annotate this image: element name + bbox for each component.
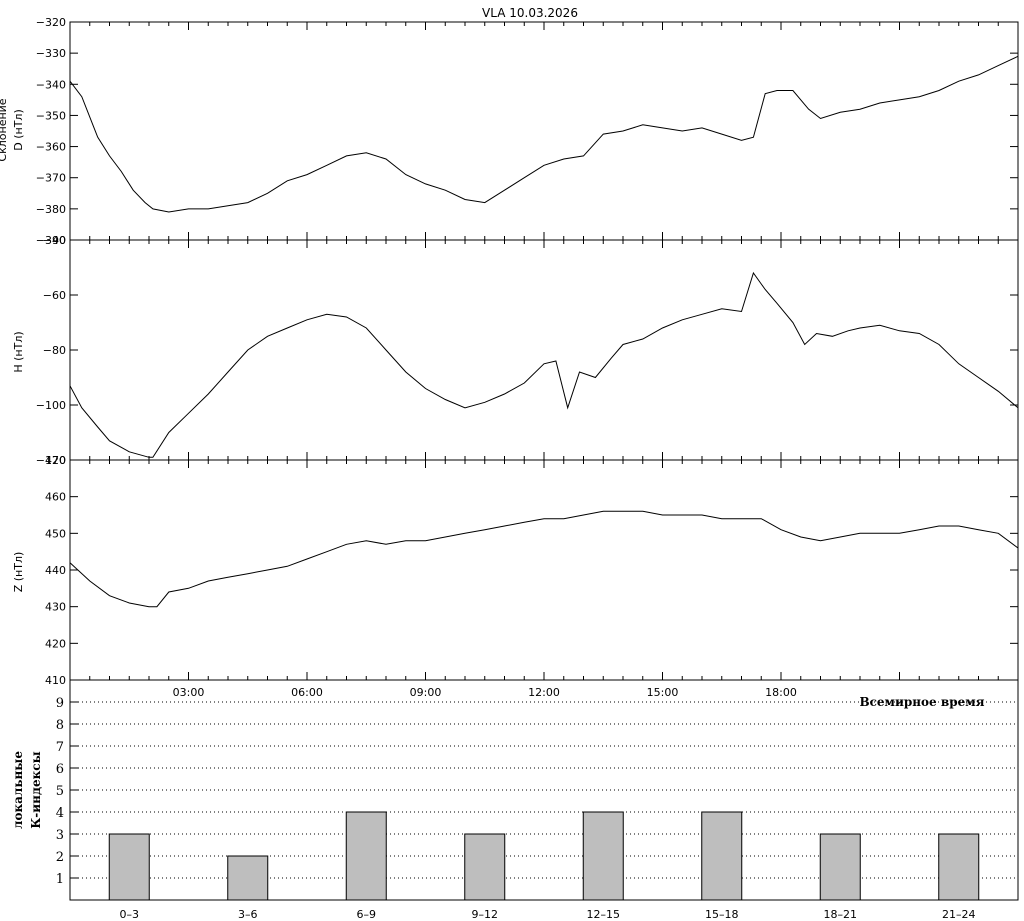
series-line-d bbox=[69, 55, 1019, 213]
k-bar bbox=[108, 833, 150, 901]
series-line-h bbox=[69, 271, 1019, 458]
y-tick-label-d: −370 bbox=[36, 172, 66, 185]
k-category-label: 9–12 bbox=[472, 908, 499, 921]
k-y-tick-label: 4 bbox=[56, 806, 64, 821]
y-axis-label-h: H (нТл) bbox=[12, 331, 25, 372]
k-y-tick-label: 2 bbox=[56, 850, 64, 865]
plot-frame-z bbox=[69, 459, 1019, 681]
plot-frame-h bbox=[69, 239, 1019, 461]
k-category-label: 3–6 bbox=[238, 908, 258, 921]
k-bar bbox=[701, 811, 743, 901]
panel-z: 410 420 430 440 450 460 470 03:00 06:00 09:00 12:0… bbox=[45, 454, 1019, 699]
time-tick-label: 06:00 bbox=[291, 686, 323, 699]
time-tick-label: 09:00 bbox=[410, 686, 442, 699]
y-tick-label-z: 460 bbox=[45, 491, 66, 504]
y-tick-label-d: −320 bbox=[36, 16, 66, 29]
y-tick-label-z: 420 bbox=[45, 637, 66, 650]
y-tick-label-h: −100 bbox=[36, 399, 66, 412]
y-tick-label-z: 430 bbox=[45, 601, 66, 614]
chart-title: VLA 10.03.2026 bbox=[482, 6, 578, 20]
k-bar bbox=[938, 833, 980, 901]
y-tick-label-d: −380 bbox=[36, 203, 66, 216]
panel-d: −390 −380 −370 −360 −350 −340 −330 −320 bbox=[36, 16, 1019, 247]
y-axis-label-k-line1: локальные bbox=[11, 751, 25, 829]
y-tick-label-z: 410 bbox=[45, 674, 66, 687]
y-tick-label-d: −350 bbox=[36, 109, 66, 122]
k-category-label: 18–21 bbox=[824, 908, 858, 921]
series-line-z bbox=[69, 510, 1019, 608]
time-axis-label: Всемирное время bbox=[859, 695, 984, 709]
panel-h: −120 −100 −80 −60 −40 bbox=[36, 234, 1019, 467]
y-tick-label-h: −60 bbox=[43, 289, 66, 302]
y-tick-label-z: 470 bbox=[45, 454, 66, 467]
y-tick-label-d: −330 bbox=[36, 47, 66, 60]
y-tick-label-d: −340 bbox=[36, 78, 66, 91]
k-category-label: 12–15 bbox=[587, 908, 621, 921]
k-category-label: 0–3 bbox=[120, 908, 140, 921]
y-tick-label-h: −80 bbox=[43, 344, 66, 357]
y-axis-label-d-partial: Склонение bbox=[0, 98, 9, 161]
k-bar bbox=[345, 811, 387, 901]
time-tick-label: 18:00 bbox=[765, 686, 797, 699]
time-tick-label: 12:00 bbox=[528, 686, 560, 699]
k-y-tick-label: 1 bbox=[56, 872, 64, 887]
y-tick-label-z: 440 bbox=[45, 564, 66, 577]
k-bar bbox=[582, 811, 624, 901]
k-y-tick-label: 9 bbox=[56, 696, 64, 711]
k-y-tick-label: 8 bbox=[56, 718, 64, 733]
k-category-label: 15–18 bbox=[705, 908, 739, 921]
y-axis-label-k-line2: К-индексы bbox=[29, 751, 43, 828]
k-bar bbox=[819, 833, 861, 901]
time-tick-label: 03:00 bbox=[173, 686, 205, 699]
k-y-tick-label: 5 bbox=[56, 784, 64, 799]
k-category-label: 6–9 bbox=[357, 908, 377, 921]
k-category-label: 21–24 bbox=[942, 908, 976, 921]
panel-k-index: 1 2 3 4 5 6 7 8 9 0–3 3–6 6–9 9–12 12–15 15–18 18–21 21–… bbox=[56, 679, 1019, 921]
y-tick-label-d: −360 bbox=[36, 141, 66, 154]
k-y-tick-label: 3 bbox=[56, 828, 64, 843]
time-tick-label: 15:00 bbox=[647, 686, 679, 699]
y-axis-label-z: Z (нТл) bbox=[12, 552, 25, 593]
k-bar bbox=[227, 855, 269, 901]
k-bar bbox=[464, 833, 506, 901]
y-axis-label-d: D (нТл) bbox=[12, 109, 25, 151]
y-tick-label-h: −120 bbox=[36, 454, 66, 467]
plot-frame-k bbox=[69, 679, 1019, 901]
k-y-tick-label: 6 bbox=[56, 762, 64, 777]
plot-frame-d bbox=[69, 21, 1019, 241]
y-tick-label-d: −390 bbox=[36, 234, 66, 247]
y-tick-label-z: 450 bbox=[45, 527, 66, 540]
k-y-tick-label: 7 bbox=[56, 740, 64, 755]
y-tick-label-h: −40 bbox=[43, 234, 66, 247]
